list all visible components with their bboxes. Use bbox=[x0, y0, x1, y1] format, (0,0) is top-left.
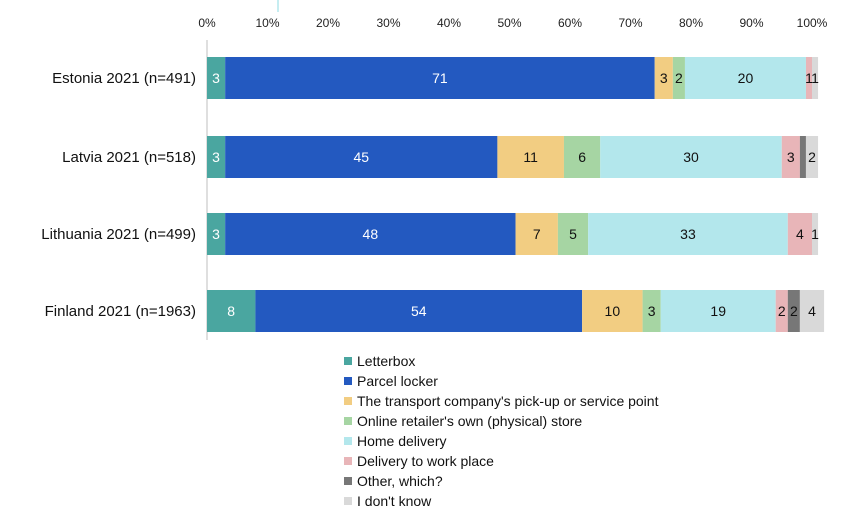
x-tick-label: 20% bbox=[316, 16, 340, 30]
category-label: Latvia 2021 (n=518) bbox=[62, 149, 196, 166]
bar-segment bbox=[799, 290, 825, 332]
data-label: 1 bbox=[811, 70, 819, 86]
category-label: Lithuania 2021 (n=499) bbox=[41, 226, 196, 243]
bar-segment bbox=[515, 213, 558, 255]
bar-segment bbox=[582, 290, 643, 332]
data-label: 2 bbox=[778, 303, 786, 319]
bar-segment bbox=[805, 136, 819, 178]
x-tick-label: 80% bbox=[679, 16, 703, 30]
legend-swatch bbox=[344, 417, 352, 425]
data-label: 54 bbox=[411, 303, 427, 319]
data-label: 10 bbox=[605, 303, 621, 319]
data-label: 2 bbox=[808, 149, 816, 165]
x-tick-label: 100% bbox=[797, 16, 828, 30]
data-label: 7 bbox=[533, 226, 541, 242]
data-label: 3 bbox=[212, 226, 220, 242]
x-tick-label: 90% bbox=[739, 16, 763, 30]
bar-segment bbox=[787, 213, 812, 255]
category-axis: Estonia 2021 (n=491) Latvia 2021 (n=518) L… bbox=[41, 40, 208, 340]
bar-segment bbox=[557, 213, 589, 255]
data-label: 33 bbox=[680, 226, 696, 242]
data-label: 3 bbox=[212, 70, 220, 86]
data-label: 2 bbox=[675, 70, 683, 86]
x-axis-ticks: 0% 10% 20% 30% 40% 50% 60% 70% 80% 90% 100% bbox=[198, 16, 827, 30]
legend-label: The transport company's pick-up or servi… bbox=[357, 393, 659, 409]
bar-segment bbox=[255, 290, 583, 332]
bar-segment bbox=[812, 213, 819, 255]
bar-segment bbox=[805, 57, 812, 99]
data-label: 3 bbox=[660, 70, 668, 86]
data-label: 48 bbox=[363, 226, 379, 242]
legend-swatch bbox=[344, 477, 352, 485]
bars: 3 71 3 2 20 113 45 11 6 30 3 23 48 7 5 33 4 18 54 10 3 19 2 2 4 bbox=[207, 57, 825, 332]
category-label: Finland 2021 (n=1963) bbox=[45, 303, 196, 320]
legend-swatch bbox=[344, 357, 352, 365]
bar-segment bbox=[588, 213, 788, 255]
bar-segment bbox=[497, 136, 564, 178]
x-tick-label: 60% bbox=[558, 16, 582, 30]
x-tick-label: 0% bbox=[198, 16, 216, 30]
bar-segment bbox=[225, 136, 498, 178]
bar-segment bbox=[600, 136, 782, 178]
legend-label: Other, which? bbox=[357, 473, 443, 489]
bar-segment bbox=[775, 290, 788, 332]
data-label: 3 bbox=[212, 149, 220, 165]
legend-swatch bbox=[344, 437, 352, 445]
bar-segment bbox=[225, 57, 655, 99]
legend-swatch bbox=[344, 457, 352, 465]
bar-segment bbox=[207, 136, 226, 178]
bar-segment bbox=[660, 290, 776, 332]
x-tick-label: 40% bbox=[437, 16, 461, 30]
legend: Letterbox Parcel locker The transport comp… bbox=[344, 353, 659, 509]
data-label: 5 bbox=[569, 226, 577, 242]
data-label: 3 bbox=[787, 149, 795, 165]
data-label: 1 bbox=[805, 70, 813, 86]
bar-segment bbox=[563, 136, 601, 178]
legend-label: Parcel locker bbox=[357, 373, 438, 389]
x-tick-label: 50% bbox=[497, 16, 521, 30]
data-label: 45 bbox=[353, 149, 369, 165]
x-tick-label: 70% bbox=[618, 16, 642, 30]
bar-segment bbox=[781, 136, 800, 178]
data-label: 71 bbox=[432, 70, 448, 86]
data-label: 4 bbox=[796, 226, 804, 242]
data-label: 30 bbox=[683, 149, 699, 165]
bar-segment bbox=[787, 290, 800, 332]
bar-segment bbox=[225, 213, 516, 255]
data-label: 2 bbox=[790, 303, 798, 319]
legend-label: Delivery to work place bbox=[357, 453, 494, 469]
bar-segment bbox=[812, 57, 819, 99]
data-label: 4 bbox=[808, 303, 816, 319]
data-label: 11 bbox=[523, 149, 538, 165]
data-label: 20 bbox=[738, 70, 754, 86]
data-label: 6 bbox=[578, 149, 586, 165]
bar-segment bbox=[654, 57, 673, 99]
bar-segment bbox=[799, 136, 806, 178]
x-tick-label: 10% bbox=[255, 16, 279, 30]
legend-label: Home delivery bbox=[357, 433, 446, 449]
legend-label: I don't know bbox=[357, 493, 432, 509]
bar-segment bbox=[207, 290, 256, 332]
data-label: 3 bbox=[648, 303, 656, 319]
bar-segment bbox=[672, 57, 685, 99]
legend-label: Letterbox bbox=[357, 353, 415, 369]
category-label: Estonia 2021 (n=491) bbox=[52, 70, 196, 87]
legend-label: Online retailer's own (physical) store bbox=[357, 413, 582, 429]
data-label: 1 bbox=[811, 226, 819, 242]
bar-segment bbox=[207, 57, 226, 99]
legend-swatch bbox=[344, 497, 352, 505]
x-tick-label: 30% bbox=[376, 16, 400, 30]
data-label: 19 bbox=[710, 303, 726, 319]
data-label: 8 bbox=[227, 303, 235, 319]
legend-swatch bbox=[344, 377, 352, 385]
bar-segment bbox=[684, 57, 806, 99]
bar-segment bbox=[642, 290, 661, 332]
bar-segment bbox=[207, 213, 226, 255]
legend-swatch bbox=[344, 397, 352, 405]
